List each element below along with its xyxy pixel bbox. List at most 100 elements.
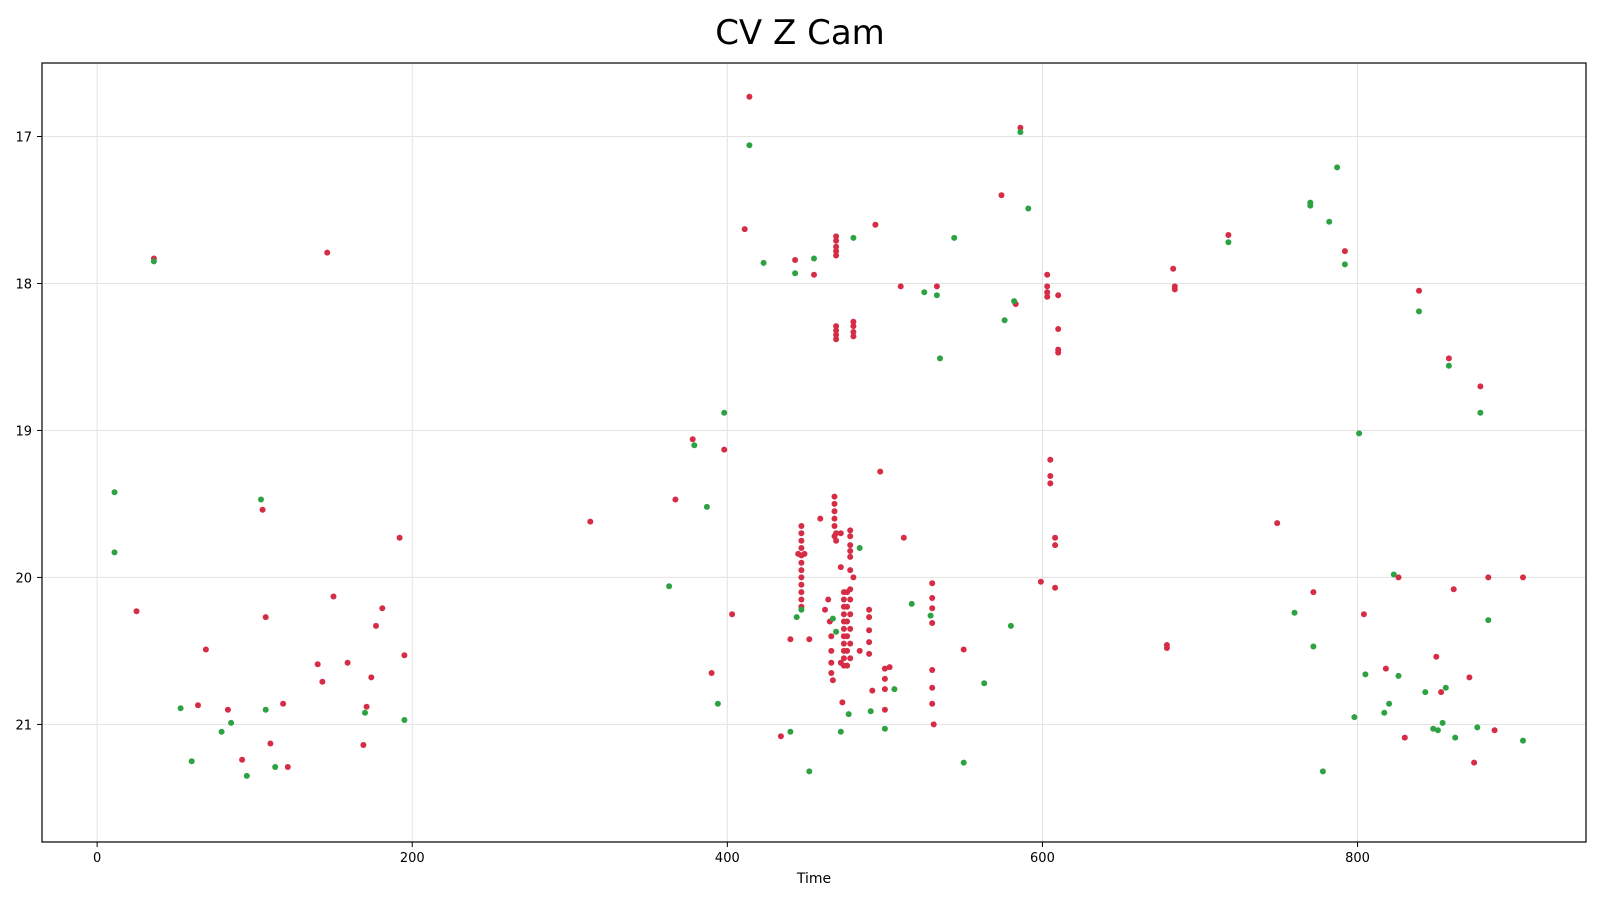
green-data-point	[111, 549, 118, 556]
x-tick-label: 0	[93, 851, 101, 866]
red-data-point	[929, 700, 936, 707]
x-tick-label: 200	[400, 851, 425, 866]
red-data-point	[1341, 248, 1348, 255]
red-data-point	[840, 625, 847, 632]
red-data-point	[856, 647, 863, 654]
red-data-point	[839, 699, 846, 706]
red-data-point	[267, 740, 274, 747]
red-data-point	[850, 318, 857, 325]
red-data-point	[1477, 383, 1484, 390]
red-data-point	[262, 614, 269, 621]
green-data-point	[1007, 622, 1014, 629]
red-data-point	[847, 625, 854, 632]
red-data-point	[259, 506, 266, 513]
green-data-point	[921, 289, 928, 296]
red-data-point	[1044, 293, 1051, 300]
green-data-point	[228, 719, 235, 726]
red-data-point	[1047, 456, 1054, 463]
red-data-point	[886, 664, 893, 671]
red-data-point	[847, 567, 854, 574]
red-data-point	[1052, 534, 1059, 541]
red-data-point	[840, 640, 847, 647]
red-data-point	[1491, 727, 1498, 734]
red-data-point	[866, 627, 873, 634]
red-data-point	[847, 533, 854, 540]
green-data-point	[1351, 714, 1358, 721]
green-data-point	[760, 259, 767, 266]
red-data-point	[1017, 124, 1024, 131]
red-data-point	[787, 636, 794, 643]
green-data-point	[1439, 719, 1446, 726]
red-data-point	[1433, 653, 1440, 660]
red-data-point	[929, 595, 936, 601]
green-data-point	[150, 258, 157, 265]
green-data-point	[1341, 261, 1348, 268]
green-data-point	[981, 680, 988, 687]
green-data-point	[908, 600, 915, 607]
green-data-point	[792, 270, 799, 277]
red-data-point	[844, 618, 851, 625]
red-data-point	[840, 596, 847, 603]
green-data-point	[1434, 727, 1441, 734]
green-data-point	[401, 717, 408, 723]
green-data-point	[1422, 689, 1429, 696]
green-data-point	[1011, 298, 1018, 305]
green-data-point	[933, 292, 940, 299]
red-data-point	[930, 721, 937, 728]
y-tick-label: 17	[15, 130, 32, 145]
red-data-point	[798, 581, 805, 588]
green-data-point	[937, 355, 943, 362]
green-data-point	[1386, 700, 1393, 707]
green-data-point	[811, 255, 817, 262]
red-data-point	[1055, 292, 1062, 299]
red-data-point	[837, 659, 844, 666]
red-data-point	[833, 336, 840, 343]
red-data-point	[360, 742, 367, 748]
red-data-point	[828, 633, 835, 640]
red-data-point	[795, 550, 802, 557]
red-data-point	[798, 596, 805, 603]
red-data-point	[1055, 349, 1062, 356]
red-data-point	[741, 226, 748, 233]
x-tick-label: 800	[1345, 851, 1370, 866]
red-data-point	[833, 237, 840, 244]
red-data-point	[1274, 520, 1281, 527]
red-data-point	[1052, 542, 1059, 549]
red-data-point	[1310, 589, 1317, 596]
red-data-point	[811, 271, 817, 278]
red-data-point	[844, 647, 851, 654]
red-data-point	[831, 515, 838, 522]
green-data-point	[960, 759, 967, 766]
red-data-point	[833, 327, 840, 334]
red-data-point	[672, 496, 679, 503]
red-data-point	[840, 611, 847, 618]
red-data-point	[897, 283, 904, 290]
red-data-point	[401, 652, 408, 659]
green-data-point	[258, 496, 264, 503]
red-data-point	[998, 192, 1005, 199]
data-points	[111, 93, 1526, 779]
red-data-point	[831, 508, 838, 515]
red-data-point	[929, 580, 936, 587]
red-data-point	[825, 596, 832, 603]
red-data-point	[833, 248, 840, 255]
green-data-point	[798, 606, 805, 613]
green-data-point	[1381, 709, 1388, 716]
red-data-point	[792, 257, 799, 263]
red-data-point	[324, 249, 331, 256]
red-data-point	[1520, 574, 1526, 581]
red-data-point	[1052, 584, 1059, 591]
green-data-point	[856, 545, 863, 551]
x-axis-label: Time	[796, 871, 831, 887]
red-data-point	[837, 530, 844, 537]
green-data-point	[1017, 129, 1024, 136]
red-data-point	[689, 436, 696, 443]
red-data-point	[314, 661, 321, 668]
green-data-point	[793, 614, 800, 621]
green-data-point	[1307, 202, 1314, 209]
red-data-point	[831, 500, 838, 507]
red-data-point	[1471, 759, 1478, 766]
green-data-point	[1390, 571, 1397, 578]
grid	[42, 63, 1586, 842]
red-data-point	[368, 674, 375, 681]
